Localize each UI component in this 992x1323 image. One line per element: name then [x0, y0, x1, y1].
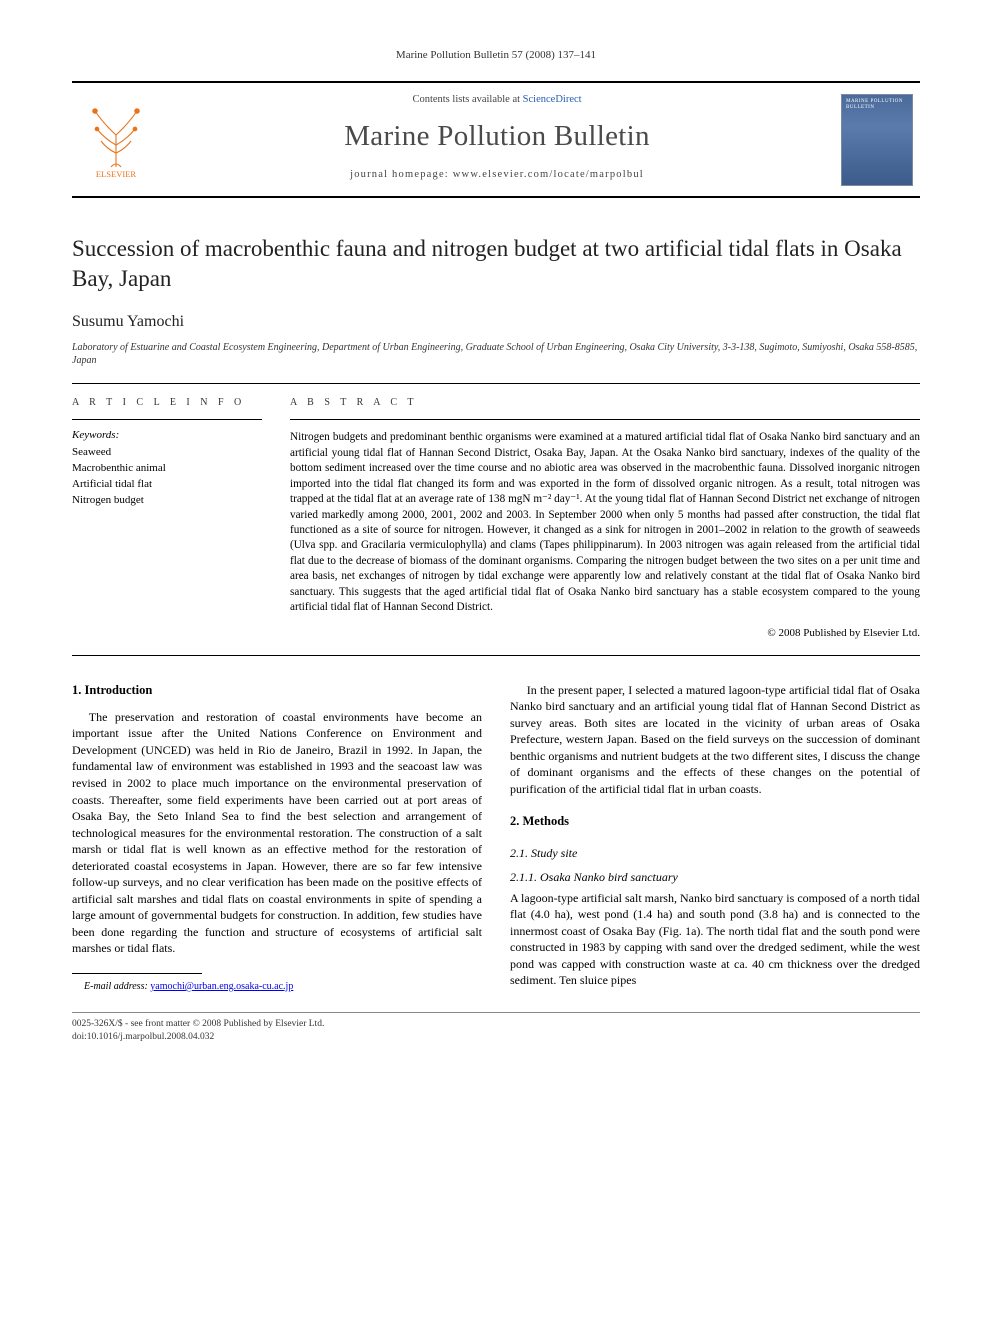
intro-paragraph-1: The preservation and restoration of coas…	[72, 709, 482, 957]
sciencedirect-link[interactable]: ScienceDirect	[523, 94, 582, 105]
heading-study-site: 2.1. Study site	[510, 845, 920, 862]
abstract-copyright: © 2008 Published by Elsevier Ltd.	[290, 626, 920, 641]
footnote-rule	[72, 973, 202, 974]
nanko-paragraph-text: A lagoon-type artificial salt marsh, Nan…	[510, 891, 920, 988]
elsevier-tree-logo: ELSEVIER	[81, 101, 151, 179]
cover-thumbnail-title: MARINE POLLUTION BULLETIN	[846, 99, 908, 113]
heading-nanko: 2.1.1. Osaka Nanko bird sanctuary	[510, 869, 920, 886]
keyword-item: Artificial tidal flat	[72, 477, 262, 493]
corresponding-email-line: E-mail address: yamochi@urban.eng.osaka-…	[72, 980, 482, 994]
article-title: Succession of macrobenthic fauna and nit…	[72, 234, 920, 293]
cover-thumbnail-cell: MARINE POLLUTION BULLETIN	[834, 83, 920, 196]
homepage-prefix: journal homepage:	[350, 169, 453, 180]
keyword-item: Macrobenthic animal	[72, 461, 262, 477]
contents-available-line: Contents lists available at ScienceDirec…	[164, 93, 830, 107]
abstract-label: A B S T R A C T	[290, 396, 920, 410]
keyword-item: Nitrogen budget	[72, 493, 262, 509]
journal-cover-thumbnail: MARINE POLLUTION BULLETIN	[841, 94, 913, 186]
rule-in-abstract	[290, 419, 920, 420]
issn-line: 0025-326X/$ - see front matter © 2008 Pu…	[72, 1018, 920, 1031]
article-info-column: A R T I C L E I N F O Keywords: Seaweed …	[72, 396, 262, 641]
journal-title: Marine Pollution Bulletin	[164, 117, 830, 156]
email-label: E-mail address:	[84, 981, 148, 992]
heading-introduction: 1. Introduction	[72, 682, 482, 699]
rule-above-abstract	[72, 383, 920, 384]
author-email-link[interactable]: yamochi@urban.eng.osaka-cu.ac.jp	[150, 981, 293, 992]
nanko-paragraph: A lagoon-type artificial salt marsh, Nan…	[510, 890, 920, 989]
article-body: 1. Introduction The preservation and res…	[72, 682, 920, 994]
publisher-name: ELSEVIER	[96, 169, 136, 179]
homepage-url: www.elsevier.com/locate/marpolbul	[453, 169, 644, 180]
intro-paragraph-2: In the present paper, I selected a matur…	[510, 682, 920, 798]
heading-methods: 2. Methods	[510, 813, 920, 830]
publisher-logo-cell: ELSEVIER	[72, 83, 160, 196]
contents-prefix: Contents lists available at	[412, 94, 522, 105]
article-info-label: A R T I C L E I N F O	[72, 396, 262, 410]
journal-homepage-line: journal homepage: www.elsevier.com/locat…	[164, 168, 830, 182]
author-name: Susumu Yamochi	[72, 311, 920, 333]
keywords-label: Keywords:	[72, 428, 262, 443]
running-head: Marine Pollution Bulletin 57 (2008) 137–…	[72, 48, 920, 63]
keywords-list: Seaweed Macrobenthic animal Artificial t…	[72, 445, 262, 509]
rule-below-abstract	[72, 655, 920, 656]
journal-masthead: ELSEVIER Contents lists available at Sci…	[72, 81, 920, 198]
page-footer-meta: 0025-326X/$ - see front matter © 2008 Pu…	[72, 1012, 920, 1044]
abstract-column: A B S T R A C T Nitrogen budgets and pre…	[290, 396, 920, 641]
rule-in-info	[72, 419, 262, 420]
doi-line: doi:10.1016/j.marpolbul.2008.04.032	[72, 1031, 920, 1044]
author-affiliation: Laboratory of Estuarine and Coastal Ecos…	[72, 341, 920, 367]
abstract-text: Nitrogen budgets and predominant benthic…	[290, 430, 920, 615]
keyword-item: Seaweed	[72, 445, 262, 461]
